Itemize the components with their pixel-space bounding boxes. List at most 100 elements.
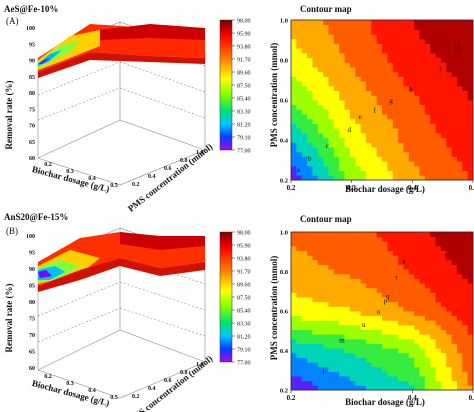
contour-cell: [435, 269, 442, 275]
contour-cell: [435, 151, 442, 157]
contour-cell: [371, 24, 378, 30]
contour-cell: [291, 76, 297, 82]
contour-cell: [307, 259, 313, 265]
contour-cell: [382, 165, 388, 171]
contour-cell: [291, 301, 297, 307]
contour-cell: [462, 348, 469, 354]
contour-cell: [451, 48, 458, 54]
contour-cell: [467, 67, 474, 73]
contour-cell: [376, 147, 383, 153]
contour-cell: [392, 264, 399, 270]
contour-cell: [328, 34, 335, 40]
contour-cell: [365, 236, 372, 242]
contour-cell: [296, 297, 303, 303]
contour-cell: [317, 376, 324, 382]
contour-cell: [317, 147, 324, 153]
contour-cell: [403, 156, 410, 162]
contour-cell: [360, 292, 367, 298]
contour-cell: [430, 109, 436, 115]
contour-cell: [414, 109, 420, 115]
contour-cell: [387, 273, 394, 279]
contour-cell: [355, 334, 361, 340]
contour-cell: [376, 52, 383, 59]
contour-cell: [398, 104, 404, 110]
contour-cell: [446, 137, 452, 143]
contour-cell: [419, 380, 426, 386]
contour-cell: [344, 334, 351, 340]
contour-cell: [435, 161, 442, 167]
contour-cell: [467, 278, 474, 284]
contour-cell: [328, 338, 335, 344]
contour-cell: [398, 380, 404, 386]
contour-cell: [435, 62, 442, 68]
contour-cell: [344, 142, 351, 148]
contour-cell: [371, 52, 378, 59]
contour-cell: [424, 236, 431, 242]
contour-cell: [446, 324, 452, 330]
contour-cell: [392, 104, 399, 110]
contour-cell: [440, 34, 447, 40]
contour-cell: [349, 123, 356, 129]
contour-cell: [446, 151, 452, 157]
contour-cell: [414, 371, 420, 377]
contour-cell: [317, 100, 324, 106]
contour-cell: [328, 269, 335, 275]
contour-cell: [392, 385, 399, 391]
contour-cell: [296, 52, 303, 59]
contour-cell: [430, 151, 436, 157]
contour-cell: [307, 85, 313, 91]
contour-cell: [333, 71, 340, 77]
contour-cell: [323, 273, 329, 279]
contour-cell: [446, 175, 452, 181]
contour-cell: [446, 306, 452, 312]
contour-cell: [403, 250, 410, 256]
z-tick-label: 85: [29, 284, 35, 290]
contour-cell: [414, 385, 420, 391]
contour-cell: [467, 123, 474, 129]
contour-cell: [344, 245, 351, 251]
contour-cell: [408, 90, 415, 96]
contour-cell: [355, 76, 361, 82]
contour-cell: [296, 76, 303, 82]
contour-cell: [387, 165, 394, 171]
panel-a-surface: [38, 24, 205, 78]
contour-cell: [360, 380, 367, 386]
contour-cell: [301, 114, 308, 120]
contour-cell: [301, 34, 308, 40]
contour-cell: [296, 100, 303, 106]
contour-cell: [403, 264, 410, 270]
contour-cell: [398, 38, 404, 44]
contour-cell: [462, 232, 469, 238]
panel-b-x-ticks: 0.20.30.40.5: [44, 374, 118, 401]
contour-cell: [328, 232, 335, 238]
contour-cell: [371, 273, 378, 279]
contour-cell: [301, 273, 308, 279]
contour-cell: [339, 170, 345, 176]
contour-cell: [344, 109, 351, 115]
contour-cell: [467, 371, 474, 377]
contour-cell: [430, 62, 436, 68]
contour-cell: [323, 142, 329, 148]
contour-cell: [414, 380, 420, 386]
contour-cell: [355, 142, 361, 148]
contour-cell: [451, 292, 458, 298]
contour-cell: [451, 334, 458, 340]
contour-cell: [446, 100, 452, 106]
contour-cell: [403, 38, 410, 44]
contour-cell: [296, 255, 303, 261]
contour-cell: [440, 104, 447, 110]
contour-cell: [312, 161, 319, 167]
contour-cell: [419, 165, 426, 171]
contour-cell: [403, 292, 410, 298]
contour-cell: [349, 137, 356, 143]
contour-cell: [333, 259, 340, 265]
contour-cell: [451, 123, 458, 129]
contour-cell: [312, 283, 319, 289]
contour-cell: [424, 34, 431, 40]
contour-cell: [398, 264, 404, 270]
contour-cell: [414, 311, 420, 317]
contour-cell: [435, 118, 442, 124]
contour-cell: [355, 161, 361, 167]
contour-cell: [371, 114, 378, 120]
contour-cell: [462, 311, 469, 317]
